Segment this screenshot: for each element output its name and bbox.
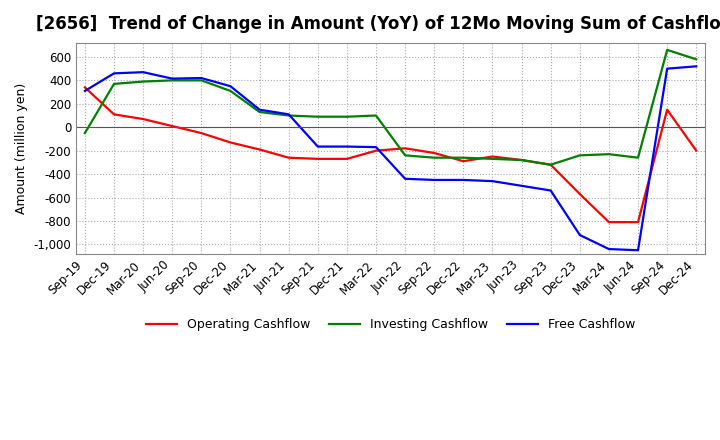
Operating Cashflow [605, 220, 613, 225]
Investing Cashflow [372, 113, 380, 118]
Investing Cashflow [517, 158, 526, 163]
Operating Cashflow [139, 117, 148, 122]
Investing Cashflow [284, 113, 293, 118]
Operating Cashflow [546, 162, 555, 167]
Operating Cashflow [343, 156, 351, 161]
Operating Cashflow [430, 150, 438, 156]
Operating Cashflow [81, 85, 89, 90]
Line: Operating Cashflow: Operating Cashflow [85, 88, 696, 222]
Free Cashflow [343, 144, 351, 149]
Free Cashflow [313, 144, 322, 149]
Free Cashflow [517, 183, 526, 188]
Investing Cashflow [546, 162, 555, 167]
Investing Cashflow [605, 151, 613, 157]
Investing Cashflow [313, 114, 322, 119]
Operating Cashflow [459, 158, 468, 164]
Investing Cashflow [226, 88, 235, 94]
Operating Cashflow [109, 112, 118, 117]
Operating Cashflow [197, 130, 206, 136]
Title: [2656]  Trend of Change in Amount (YoY) of 12Mo Moving Sum of Cashflows: [2656] Trend of Change in Amount (YoY) o… [35, 15, 720, 33]
Operating Cashflow [256, 147, 264, 152]
Investing Cashflow [459, 155, 468, 160]
Free Cashflow [459, 177, 468, 183]
Operating Cashflow [313, 156, 322, 161]
Free Cashflow [605, 246, 613, 252]
Free Cashflow [372, 144, 380, 150]
Investing Cashflow [168, 78, 176, 83]
Operating Cashflow [692, 148, 701, 153]
Free Cashflow [81, 88, 89, 94]
Operating Cashflow [401, 146, 410, 151]
Y-axis label: Amount (million yen): Amount (million yen) [15, 83, 28, 214]
Free Cashflow [663, 66, 672, 71]
Investing Cashflow [401, 153, 410, 158]
Free Cashflow [546, 188, 555, 193]
Operating Cashflow [517, 158, 526, 163]
Free Cashflow [575, 232, 584, 238]
Investing Cashflow [634, 155, 642, 160]
Investing Cashflow [139, 79, 148, 84]
Free Cashflow [401, 176, 410, 181]
Investing Cashflow [197, 78, 206, 83]
Operating Cashflow [284, 155, 293, 160]
Operating Cashflow [372, 148, 380, 153]
Free Cashflow [109, 71, 118, 76]
Investing Cashflow [692, 57, 701, 62]
Free Cashflow [139, 70, 148, 75]
Free Cashflow [430, 177, 438, 183]
Investing Cashflow [81, 130, 89, 136]
Line: Free Cashflow: Free Cashflow [85, 66, 696, 250]
Investing Cashflow [109, 81, 118, 87]
Investing Cashflow [343, 114, 351, 119]
Operating Cashflow [488, 154, 497, 159]
Free Cashflow [256, 107, 264, 112]
Operating Cashflow [575, 191, 584, 197]
Free Cashflow [692, 64, 701, 69]
Investing Cashflow [256, 110, 264, 115]
Free Cashflow [197, 75, 206, 81]
Line: Investing Cashflow: Investing Cashflow [85, 50, 696, 165]
Free Cashflow [168, 76, 176, 81]
Free Cashflow [488, 179, 497, 184]
Investing Cashflow [488, 156, 497, 161]
Operating Cashflow [168, 124, 176, 129]
Investing Cashflow [663, 47, 672, 52]
Operating Cashflow [226, 140, 235, 145]
Investing Cashflow [430, 155, 438, 160]
Operating Cashflow [663, 107, 672, 112]
Operating Cashflow [634, 220, 642, 225]
Free Cashflow [284, 112, 293, 117]
Investing Cashflow [575, 153, 584, 158]
Free Cashflow [226, 84, 235, 89]
Legend: Operating Cashflow, Investing Cashflow, Free Cashflow: Operating Cashflow, Investing Cashflow, … [140, 313, 641, 336]
Free Cashflow [634, 248, 642, 253]
